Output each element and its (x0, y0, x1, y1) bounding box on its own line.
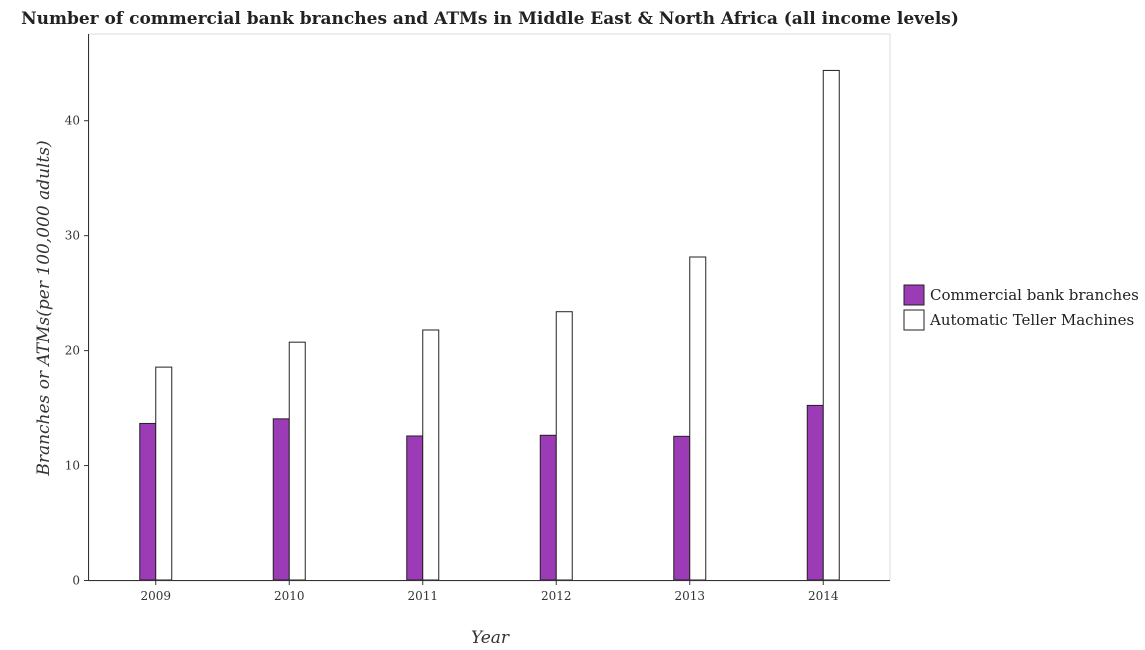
bar-atms-2010 (288, 341, 306, 581)
y-tick-label: 0 (72, 574, 80, 588)
legend-label-atms: Automatic Teller Machines (929, 311, 1134, 329)
bar-atms-2012 (555, 311, 573, 581)
bar-branches-2011 (406, 435, 424, 581)
x-tick-label: 2010 (274, 589, 305, 603)
legend-swatch-branches (903, 284, 925, 306)
bar-atms-2014 (822, 69, 840, 581)
bar-atms-2009 (155, 366, 173, 581)
x-tick-label: 2013 (674, 589, 705, 603)
legend: Commercial bank branches Automatic Teller… (903, 284, 1139, 331)
x-axis-label: Year (471, 628, 510, 648)
y-ticks-group: 0 10 20 30 40 (65, 114, 89, 588)
legend-swatch-atms (903, 309, 925, 331)
legend-label-branches: Commercial bank branches (930, 286, 1139, 304)
y-axis-label: Branches or ATMs(per 100,000 adults) (34, 140, 54, 476)
x-tick-label: 2009 (140, 589, 171, 603)
bar-branches-2010 (272, 418, 290, 581)
axes-group (88, 34, 890, 581)
bar-branches-2009 (139, 422, 157, 581)
x-tick-label: 2014 (808, 589, 839, 603)
chart-title: Number of commercial bank branches and A… (21, 9, 959, 29)
x-tick-label: 2012 (541, 589, 572, 603)
bar-branches-2012 (539, 434, 557, 581)
bar-atms-2011 (422, 329, 440, 581)
x-ticks-group: 2009 2010 2011 2012 2013 2014 (140, 580, 839, 603)
x-tick-label: 2011 (407, 589, 438, 603)
y-tick-label: 10 (65, 459, 80, 473)
plot-area (88, 33, 891, 582)
bar-branches-2013 (673, 435, 691, 581)
y-tick-label: 30 (65, 229, 80, 243)
y-tick-label: 20 (65, 344, 80, 358)
bar-branches-2014 (806, 404, 824, 581)
y-tick-label: 40 (65, 114, 80, 128)
bars-group (139, 69, 840, 581)
bar-atms-2013 (689, 256, 707, 581)
